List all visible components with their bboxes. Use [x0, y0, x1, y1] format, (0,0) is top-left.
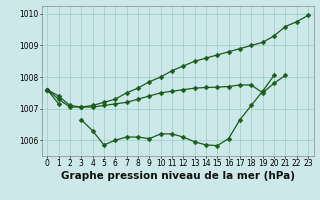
X-axis label: Graphe pression niveau de la mer (hPa): Graphe pression niveau de la mer (hPa)	[60, 171, 295, 181]
